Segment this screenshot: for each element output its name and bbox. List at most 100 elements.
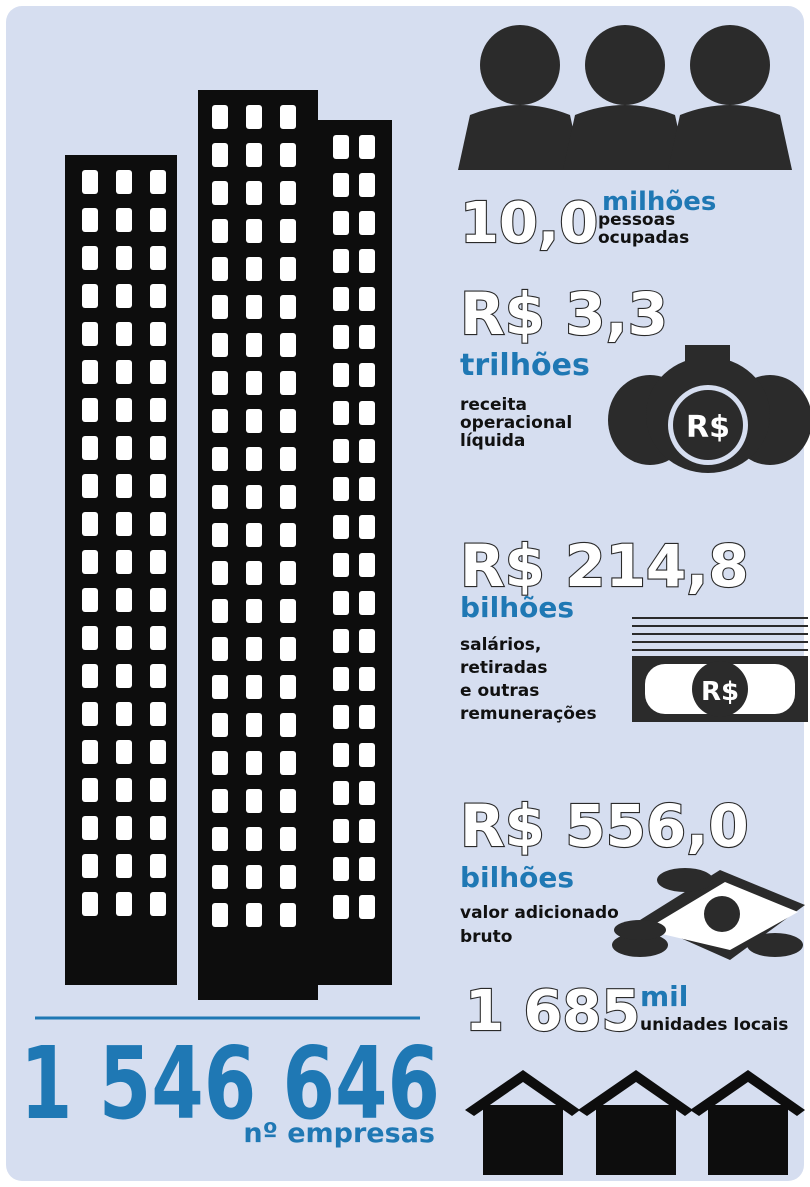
window xyxy=(150,740,166,764)
window xyxy=(246,599,262,623)
window xyxy=(212,447,228,471)
window xyxy=(212,865,228,889)
window xyxy=(246,637,262,661)
window xyxy=(212,789,228,813)
window xyxy=(333,173,349,197)
window xyxy=(280,371,296,395)
window xyxy=(333,363,349,387)
window xyxy=(359,249,375,273)
window xyxy=(82,284,98,308)
window xyxy=(150,170,166,194)
window xyxy=(82,436,98,460)
window xyxy=(280,181,296,205)
window xyxy=(246,903,262,927)
window xyxy=(82,740,98,764)
buildings-icon xyxy=(65,90,392,1000)
window xyxy=(82,702,98,726)
window xyxy=(280,333,296,357)
window xyxy=(246,675,262,699)
window xyxy=(116,588,132,612)
window xyxy=(359,211,375,235)
stat-value: R$ 214,8 xyxy=(460,532,749,600)
window xyxy=(359,629,375,653)
window xyxy=(246,143,262,167)
window xyxy=(116,740,132,764)
window xyxy=(280,485,296,509)
window xyxy=(82,360,98,384)
window xyxy=(333,325,349,349)
window xyxy=(359,173,375,197)
window xyxy=(150,474,166,498)
window xyxy=(82,170,98,194)
stat-label: remunerações xyxy=(460,704,597,724)
window xyxy=(333,249,349,273)
window xyxy=(150,892,166,916)
window xyxy=(212,637,228,661)
window xyxy=(280,827,296,851)
window xyxy=(333,781,349,805)
infographic: 1 546 646 nº empresas 10,0milhõespessoas… xyxy=(0,0,810,1187)
window xyxy=(333,553,349,577)
window xyxy=(246,409,262,433)
window xyxy=(116,778,132,802)
window xyxy=(246,485,262,509)
stat-unit: bilhões xyxy=(460,591,574,624)
window xyxy=(246,561,262,585)
window xyxy=(359,857,375,881)
people-icon xyxy=(458,25,792,170)
window xyxy=(359,439,375,463)
window xyxy=(82,854,98,878)
window xyxy=(246,105,262,129)
companies-label: nº empresas xyxy=(243,1118,435,1149)
window xyxy=(359,325,375,349)
window xyxy=(150,588,166,612)
window xyxy=(280,447,296,471)
window xyxy=(212,827,228,851)
window xyxy=(359,477,375,501)
window xyxy=(280,751,296,775)
stat-label: retiradas xyxy=(460,658,547,678)
window xyxy=(280,637,296,661)
window xyxy=(359,135,375,159)
window xyxy=(333,211,349,235)
stat-label: receita xyxy=(460,395,527,415)
window xyxy=(246,447,262,471)
window xyxy=(212,371,228,395)
window xyxy=(82,322,98,346)
window xyxy=(246,789,262,813)
window xyxy=(246,865,262,889)
window xyxy=(333,439,349,463)
window xyxy=(150,436,166,460)
window xyxy=(333,401,349,425)
window xyxy=(116,284,132,308)
window xyxy=(359,363,375,387)
window xyxy=(116,854,132,878)
window xyxy=(212,903,228,927)
window xyxy=(212,675,228,699)
window xyxy=(359,895,375,919)
window xyxy=(212,409,228,433)
window xyxy=(246,713,262,737)
window xyxy=(359,819,375,843)
window xyxy=(212,181,228,205)
window xyxy=(280,561,296,585)
window xyxy=(150,778,166,802)
window xyxy=(116,664,132,688)
window xyxy=(116,550,132,574)
window xyxy=(150,664,166,688)
window xyxy=(333,819,349,843)
window xyxy=(246,181,262,205)
window xyxy=(82,208,98,232)
window xyxy=(280,713,296,737)
window xyxy=(212,219,228,243)
window xyxy=(150,360,166,384)
window xyxy=(280,599,296,623)
stat-value: 1 685 xyxy=(465,979,640,1044)
stat-label: ocupadas xyxy=(598,228,689,248)
window xyxy=(116,436,132,460)
window xyxy=(333,477,349,501)
window xyxy=(82,626,98,650)
window xyxy=(212,561,228,585)
window xyxy=(280,257,296,281)
window xyxy=(333,895,349,919)
